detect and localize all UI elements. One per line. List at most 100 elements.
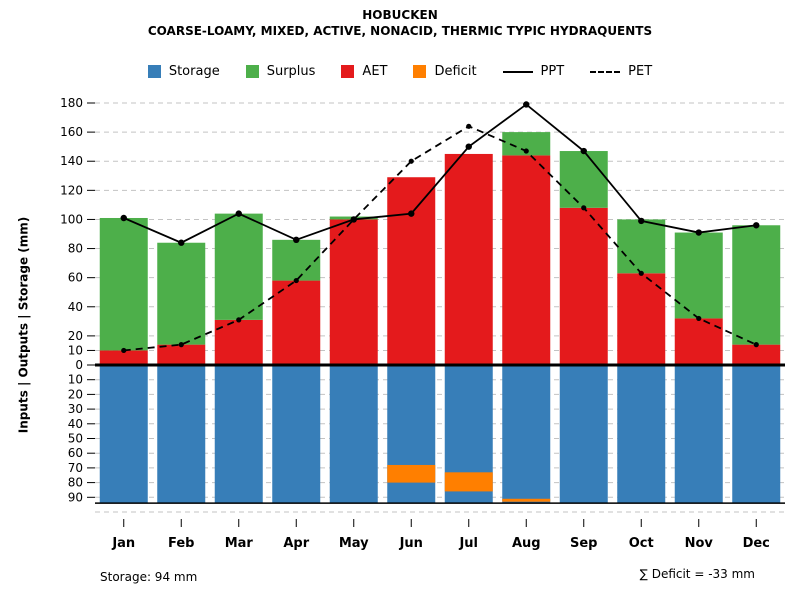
- ppt-point: [120, 214, 127, 222]
- axis-tick-label: 0: [75, 358, 83, 372]
- axis-tick-label: 70: [68, 461, 83, 475]
- surplus-bar: [157, 242, 206, 345]
- legend-label-aet: AET: [362, 64, 388, 79]
- legend-label-pet: PET: [628, 64, 653, 79]
- axis-tick-label: 120: [60, 183, 83, 197]
- pet-point: [753, 342, 759, 348]
- month-label: Jan: [111, 536, 135, 551]
- pet-point: [121, 347, 127, 354]
- month-label: Mar: [225, 536, 254, 551]
- aet-bar: [272, 280, 321, 365]
- legend-label-storage: Storage: [168, 64, 220, 79]
- axis-tick-label: 10: [68, 373, 83, 387]
- ppt-point: [753, 222, 760, 229]
- legend-label-deficit: Deficit: [434, 64, 477, 79]
- aet-bar: [732, 344, 781, 365]
- ppt-point: [523, 101, 530, 108]
- pet-point: [581, 205, 587, 211]
- water-balance-chart: 1801601401201008060402010010203040506070…: [60, 96, 785, 551]
- pet-point: [466, 123, 472, 129]
- ppt-point: [638, 217, 645, 225]
- axis-tick-label: 90: [68, 490, 83, 504]
- deficit-bar: [444, 472, 493, 492]
- aet-bar: [99, 350, 148, 365]
- month-label: Sep: [570, 536, 598, 551]
- legend-item-surplus: Surplus: [245, 64, 316, 79]
- storage-bar: [99, 365, 148, 504]
- axis-tick-label: 30: [68, 402, 83, 416]
- storage-bar: [214, 365, 263, 504]
- surplus-bar: [214, 213, 263, 320]
- surplus-bar: [732, 225, 781, 345]
- pet-point: [696, 315, 702, 322]
- legend-item-storage: Storage: [147, 64, 220, 79]
- aet-bar: [387, 177, 436, 365]
- axis-tick-label: 20: [68, 329, 83, 343]
- chart-subtitle: COARSE-LOAMY, MIXED, ACTIVE, NONACID, TH…: [147, 24, 653, 38]
- month-label: Jun: [399, 536, 423, 551]
- month-label: Dec: [743, 536, 770, 551]
- month-label: Feb: [168, 536, 194, 551]
- surplus-swatch: [245, 65, 259, 78]
- axis-tick-label: 140: [60, 154, 83, 168]
- storage-note: Storage: 94 mm: [100, 570, 198, 584]
- aet-swatch: [341, 65, 355, 78]
- ppt-line-sample-icon: [502, 70, 533, 73]
- axis-tick-label: 10: [68, 343, 83, 357]
- pet-point: [236, 317, 242, 323]
- chart-area: 180 160 140 120 100 80 60 40 20 10 0 10 20 30 40 50 60 70…: [0, 95, 800, 569]
- month-label: Nov: [685, 536, 714, 551]
- pet-point: [293, 277, 299, 284]
- ppt-point: [293, 236, 300, 244]
- bars: [99, 132, 781, 504]
- surplus-bar: [617, 219, 666, 274]
- month-label: Apr: [283, 536, 309, 551]
- axis-tick-label: 50: [68, 432, 83, 446]
- storage-bar: [272, 365, 321, 504]
- storage-bar: [157, 365, 206, 504]
- aet-bar: [502, 155, 551, 365]
- ppt-point: [408, 210, 415, 217]
- deficit-sum-note: ∑ Deficit = -33 mm: [639, 567, 755, 581]
- ppt-point: [695, 229, 702, 236]
- month-label: May: [339, 536, 369, 551]
- storage-bar: [617, 365, 666, 504]
- y-axis: 1801601401201008060402010010203040506070…: [60, 96, 95, 504]
- deficit-bar: [387, 464, 436, 483]
- ppt-point: [465, 143, 472, 150]
- storage-bar: [559, 365, 608, 504]
- pet-point: [178, 342, 184, 348]
- storage-bar: [329, 365, 378, 504]
- chart-title: HOBUCKEN: [362, 8, 438, 22]
- axis-tick-label: 60: [68, 271, 83, 285]
- month-label: Jul: [458, 536, 478, 551]
- pet-line: [123, 125, 757, 352]
- axis-tick-label: 160: [60, 125, 83, 139]
- surplus-bar: [559, 151, 608, 208]
- legend-item-pet: PET: [590, 64, 652, 79]
- axis-tick-label: 100: [60, 212, 83, 226]
- axis-tick-label: 60: [68, 446, 83, 460]
- axis-tick-label: 180: [60, 96, 83, 110]
- pet-point: [408, 158, 414, 164]
- surplus-bar: [674, 232, 723, 319]
- aet-bar: [617, 273, 666, 365]
- aet-bar: [444, 153, 493, 365]
- deficit-bar: [502, 498, 551, 502]
- axis-tick-label: 80: [68, 476, 83, 490]
- storage-bar: [674, 365, 723, 504]
- x-axis: Jan Feb Mar Apr May Jun Jul Aug Sep Oct Nov Dec: [111, 519, 770, 551]
- surplus-bar: [272, 239, 321, 281]
- axis-tick-label: 40: [68, 417, 83, 431]
- legend-item-aet: AET: [341, 64, 387, 79]
- surplus-bar: [99, 217, 148, 351]
- ppt-point: [235, 210, 242, 217]
- legend-item-ppt: PPT: [502, 64, 564, 79]
- axis-tick-label: 40: [68, 300, 83, 314]
- legend-label-surplus: Surplus: [266, 64, 316, 79]
- ppt-point: [580, 147, 587, 155]
- aet-bar: [157, 344, 206, 365]
- surplus-bar: [502, 132, 551, 156]
- pet-point: [638, 270, 644, 276]
